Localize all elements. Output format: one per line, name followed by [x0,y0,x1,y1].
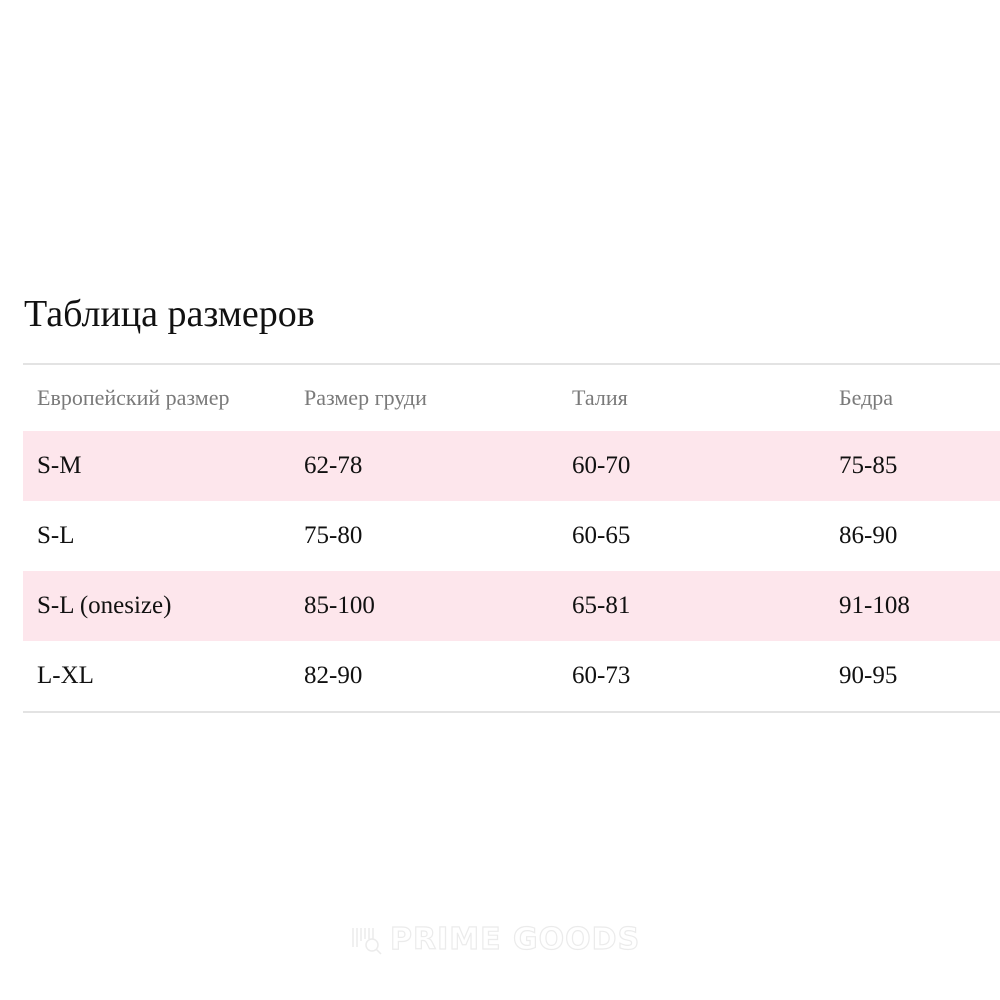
table-row: S-M 62-78 60-70 75-85 [23,431,1000,501]
barcode-magnifier-icon [352,927,382,955]
cell-waist: 60-65 [572,522,631,549]
header-hips: Бедра [839,385,894,410]
cell-hips: 86-90 [839,522,898,549]
cell-waist: 60-70 [572,452,631,479]
cell-bust: 62-78 [304,452,363,479]
cell-size: S-L (onesize) [37,592,172,619]
size-table: Европейский размер Размер груди Талия Бе… [23,363,1000,713]
cell-size: L-XL [37,662,94,689]
table-header-row: Европейский размер Размер груди Талия Бе… [23,365,1000,431]
cell-size: S-L [37,522,75,549]
page-title: Таблица размеров [24,293,315,335]
header-waist: Талия [572,385,628,410]
table-row: L-XL 82-90 60-73 90-95 [23,641,1000,711]
table-row: S-L (onesize) 85-100 65-81 91-108 [23,571,1000,641]
cell-hips: 90-95 [839,662,898,689]
cell-bust: 82-90 [304,662,363,689]
cell-size: S-M [37,452,82,479]
cell-bust: 85-100 [304,592,375,619]
table-row: S-L 75-80 60-65 86-90 [23,501,1000,571]
cell-hips: 75-85 [839,452,898,479]
cell-waist: 65-81 [572,592,631,619]
watermark: PRIME GOODS [350,921,641,958]
cell-hips: 91-108 [839,592,910,619]
cell-waist: 60-73 [572,662,631,689]
header-eu-size: Европейский размер [37,385,230,410]
cell-bust: 75-80 [304,522,363,549]
header-bust: Размер груди [304,385,427,410]
watermark-text: PRIME GOODS [389,921,641,957]
